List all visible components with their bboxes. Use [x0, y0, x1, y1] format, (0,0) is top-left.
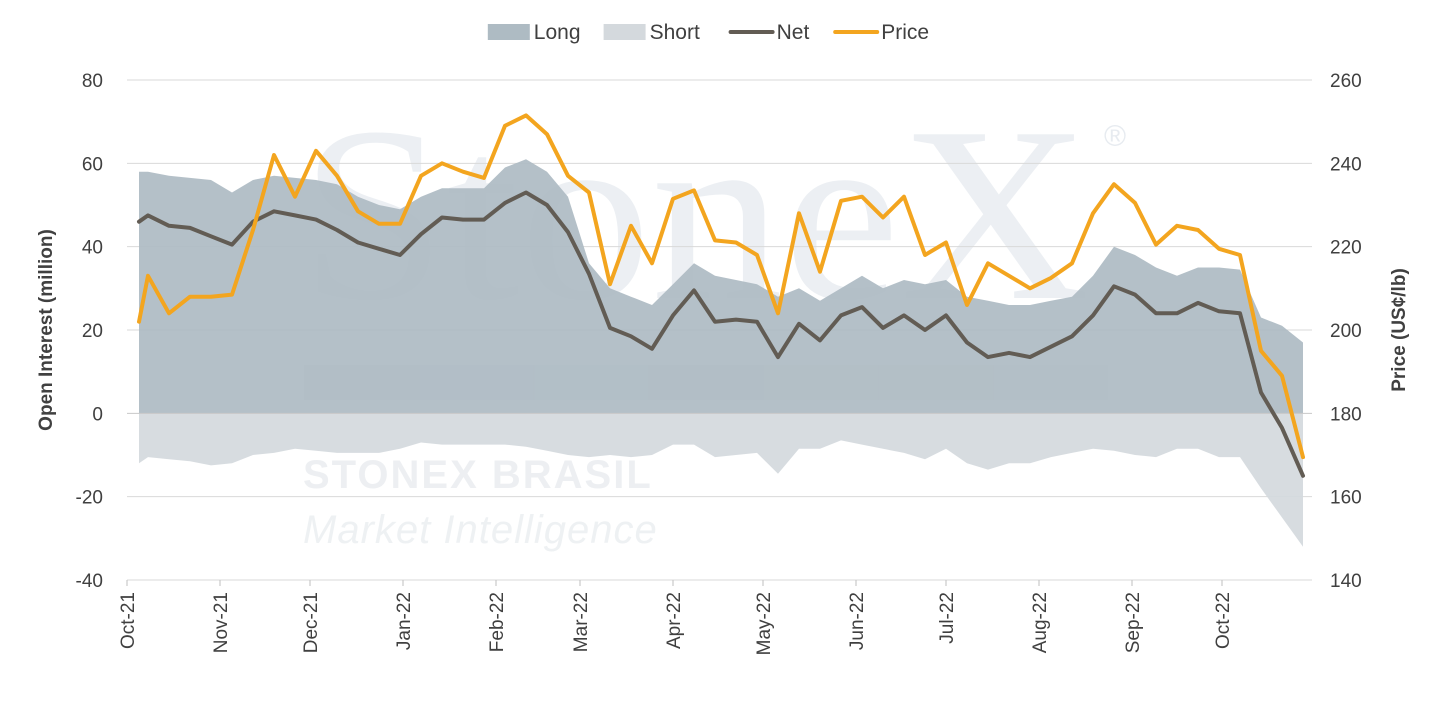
x-tick-label: Nov-21	[211, 592, 232, 653]
left-tick-label: -40	[76, 571, 103, 592]
watermark-subtitle: Market Intelligence	[303, 508, 658, 552]
line-series	[137, 113, 1305, 478]
legend-long-swatch	[487, 24, 530, 40]
right-tick-label: 260	[1330, 71, 1362, 92]
x-tick-label: Oct-22	[1213, 592, 1234, 649]
series-long-area	[139, 159, 1303, 414]
x-tick-label: Jan-22	[394, 592, 415, 650]
watermark-registered-mark: ®	[1104, 120, 1126, 153]
x-tick-label: Sep-22	[1123, 592, 1144, 653]
right-tick-label: 240	[1330, 154, 1362, 175]
watermark-brand: STONEX BRASIL	[303, 453, 653, 497]
legend: Long Short Net Price	[487, 21, 929, 44]
x-tick-label: Aug-22	[1030, 592, 1051, 653]
right-axis-ticks: 140 160 180 200 220 240 260	[1330, 71, 1362, 592]
left-axis-title: Open Interest (million)	[36, 229, 57, 431]
area-series	[139, 159, 1303, 547]
series-short-area	[139, 413, 1303, 547]
x-tick-label: Dec-21	[301, 592, 322, 653]
x-tick-label: Jul-22	[937, 592, 958, 644]
right-tick-label: 200	[1330, 321, 1362, 342]
left-tick-label: 0	[92, 404, 103, 425]
legend-price-label: Price	[881, 21, 929, 44]
x-tick-label: Apr-22	[664, 592, 685, 649]
left-tick-label: -20	[76, 488, 103, 509]
x-tick-label: May-22	[754, 592, 775, 655]
legend-long-label: Long	[534, 21, 581, 44]
x-tick-label: Feb-22	[487, 592, 508, 652]
legend-net-label: Net	[777, 21, 810, 44]
right-tick-label: 140	[1330, 571, 1362, 592]
legend-short-swatch	[603, 24, 646, 40]
x-tick-label: Mar-22	[571, 592, 592, 652]
series-net-line	[137, 190, 1305, 478]
left-axis-ticks: -40 -20 0 20 40 60 80	[76, 71, 103, 592]
right-tick-label: 180	[1330, 404, 1362, 425]
x-tick-label: Oct-21	[118, 592, 139, 649]
left-tick-label: 20	[82, 321, 103, 342]
left-tick-label: 80	[82, 71, 103, 92]
left-tick-label: 60	[82, 154, 103, 175]
right-tick-label: 220	[1330, 238, 1362, 259]
left-tick-label: 40	[82, 238, 103, 259]
series-price-line	[137, 113, 1305, 460]
legend-short-label: Short	[650, 21, 700, 44]
right-axis-title: Price (US¢/lb)	[1389, 268, 1410, 392]
right-tick-label: 160	[1330, 488, 1362, 509]
x-tick-label: Jun-22	[847, 592, 868, 650]
x-axis-ticks: Oct-21 Nov-21 Dec-21 Jan-22 Feb-22 Mar-22 Apr-…	[118, 580, 1234, 655]
